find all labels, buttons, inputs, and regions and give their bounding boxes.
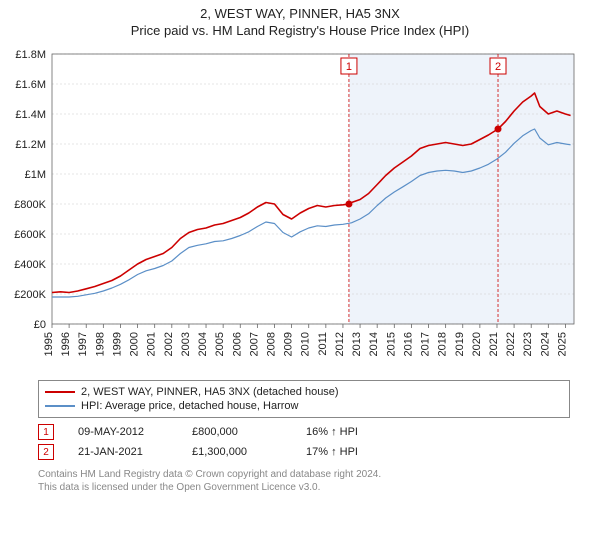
svg-text:£800K: £800K bbox=[14, 199, 46, 211]
svg-text:£1.8M: £1.8M bbox=[15, 49, 46, 61]
svg-text:2020: 2020 bbox=[471, 332, 483, 356]
legend-item: HPI: Average price, detached house, Harr… bbox=[45, 399, 563, 413]
svg-text:2024: 2024 bbox=[539, 332, 551, 356]
legend-swatch bbox=[45, 391, 75, 393]
sale-price: £1,300,000 bbox=[192, 446, 282, 458]
legend-label: 2, WEST WAY, PINNER, HA5 3NX (detached h… bbox=[81, 386, 339, 398]
svg-text:2000: 2000 bbox=[129, 332, 141, 356]
page-title: 2, WEST WAY, PINNER, HA5 3NX bbox=[0, 0, 600, 21]
svg-text:£1.6M: £1.6M bbox=[15, 79, 46, 91]
svg-text:2013: 2013 bbox=[351, 332, 363, 356]
legend: 2, WEST WAY, PINNER, HA5 3NX (detached h… bbox=[38, 380, 570, 418]
svg-text:2018: 2018 bbox=[437, 332, 449, 356]
price-chart: £0 £200K £400K £600K £800K £1M £1.2M £1.4M £1.6M… bbox=[0, 44, 600, 374]
svg-text:2021: 2021 bbox=[488, 332, 500, 356]
footnote-line: Contains HM Land Registry data © Crown c… bbox=[38, 468, 570, 481]
svg-text:2023: 2023 bbox=[522, 332, 534, 356]
svg-text:£400K: £400K bbox=[14, 259, 46, 271]
svg-text:2008: 2008 bbox=[265, 332, 277, 356]
svg-text:1996: 1996 bbox=[60, 332, 72, 356]
legend-swatch bbox=[45, 405, 75, 407]
footnote-line: This data is licensed under the Open Gov… bbox=[38, 481, 570, 494]
svg-text:2025: 2025 bbox=[556, 332, 568, 356]
sale-badge: 2 bbox=[38, 444, 54, 460]
page-subtitle: Price paid vs. HM Land Registry's House … bbox=[0, 21, 600, 44]
svg-text:2002: 2002 bbox=[163, 332, 175, 356]
svg-text:2004: 2004 bbox=[197, 332, 209, 356]
legend-item: 2, WEST WAY, PINNER, HA5 3NX (detached h… bbox=[45, 385, 563, 399]
svg-text:£1.4M: £1.4M bbox=[15, 109, 46, 121]
svg-text:2019: 2019 bbox=[454, 332, 466, 356]
footnote: Contains HM Land Registry data © Crown c… bbox=[38, 468, 570, 494]
svg-text:2022: 2022 bbox=[505, 332, 517, 356]
svg-text:2014: 2014 bbox=[368, 332, 380, 356]
svg-text:2017: 2017 bbox=[420, 332, 432, 356]
svg-text:£1.2M: £1.2M bbox=[15, 139, 46, 151]
svg-text:1997: 1997 bbox=[77, 332, 89, 356]
svg-text:2001: 2001 bbox=[146, 332, 158, 356]
sale-delta: 17% ↑ HPI bbox=[306, 446, 396, 458]
svg-text:£0: £0 bbox=[34, 319, 46, 331]
svg-text:2: 2 bbox=[495, 61, 501, 73]
sale-badge: 1 bbox=[38, 424, 54, 440]
svg-text:1998: 1998 bbox=[94, 332, 106, 356]
svg-text:1999: 1999 bbox=[111, 332, 123, 356]
svg-text:£200K: £200K bbox=[14, 289, 46, 301]
svg-text:2015: 2015 bbox=[385, 332, 397, 356]
svg-text:1995: 1995 bbox=[43, 332, 55, 356]
sale-delta: 16% ↑ HPI bbox=[306, 426, 396, 438]
svg-text:2010: 2010 bbox=[300, 332, 312, 356]
svg-text:£600K: £600K bbox=[14, 229, 46, 241]
sale-date: 21-JAN-2021 bbox=[78, 446, 168, 458]
sale-row: 2 21-JAN-2021 £1,300,000 17% ↑ HPI bbox=[38, 442, 570, 462]
svg-text:2007: 2007 bbox=[248, 332, 260, 356]
svg-text:£1M: £1M bbox=[25, 169, 46, 181]
svg-text:2006: 2006 bbox=[231, 332, 243, 356]
sales-table: 1 09-MAY-2012 £800,000 16% ↑ HPI 2 21-JAN-202… bbox=[38, 422, 570, 462]
sale-date: 09-MAY-2012 bbox=[78, 426, 168, 438]
svg-text:2003: 2003 bbox=[180, 332, 192, 356]
svg-text:2016: 2016 bbox=[402, 332, 414, 356]
sale-row: 1 09-MAY-2012 £800,000 16% ↑ HPI bbox=[38, 422, 570, 442]
svg-text:2011: 2011 bbox=[317, 332, 329, 356]
svg-text:1: 1 bbox=[346, 61, 352, 73]
svg-text:2005: 2005 bbox=[214, 332, 226, 356]
sale-price: £800,000 bbox=[192, 426, 282, 438]
legend-label: HPI: Average price, detached house, Harr… bbox=[81, 400, 298, 412]
svg-text:2009: 2009 bbox=[283, 332, 295, 356]
svg-text:2012: 2012 bbox=[334, 332, 346, 356]
